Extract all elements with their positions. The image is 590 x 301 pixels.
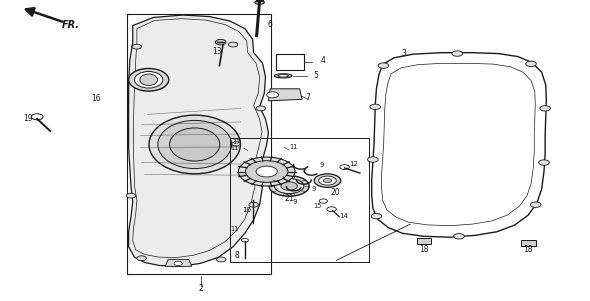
Ellipse shape <box>149 115 241 174</box>
Circle shape <box>540 106 550 111</box>
Text: 18: 18 <box>419 245 428 254</box>
Text: 5: 5 <box>313 71 318 80</box>
Bar <box>276 54 304 70</box>
Circle shape <box>174 261 182 265</box>
Circle shape <box>228 42 238 47</box>
Text: 2: 2 <box>198 284 203 293</box>
Ellipse shape <box>278 75 289 77</box>
Circle shape <box>267 92 278 98</box>
Text: 20: 20 <box>330 188 340 197</box>
Text: 14: 14 <box>339 213 348 219</box>
Circle shape <box>31 114 43 120</box>
Text: 6: 6 <box>268 20 273 29</box>
Ellipse shape <box>170 128 220 161</box>
Ellipse shape <box>255 1 264 4</box>
Text: 9: 9 <box>320 162 325 168</box>
Ellipse shape <box>314 174 341 187</box>
Text: 10: 10 <box>242 207 251 213</box>
Circle shape <box>137 256 146 261</box>
Text: 17: 17 <box>232 139 240 145</box>
Ellipse shape <box>323 178 332 183</box>
Text: 11: 11 <box>231 145 239 151</box>
Text: 8: 8 <box>235 251 240 260</box>
Text: 11: 11 <box>289 144 297 150</box>
Ellipse shape <box>158 120 231 169</box>
Circle shape <box>327 207 336 212</box>
Bar <box>417 238 431 244</box>
Polygon shape <box>129 15 268 266</box>
Bar <box>127 14 271 274</box>
Text: 21: 21 <box>284 194 294 203</box>
Circle shape <box>368 157 378 162</box>
Text: 4: 4 <box>321 56 326 65</box>
Text: 19: 19 <box>24 114 33 123</box>
Circle shape <box>217 257 226 262</box>
Circle shape <box>526 61 536 67</box>
Circle shape <box>452 51 463 56</box>
Polygon shape <box>268 89 302 101</box>
Circle shape <box>132 44 142 49</box>
Text: 15: 15 <box>313 203 322 209</box>
Text: 9: 9 <box>312 186 316 192</box>
Text: 18: 18 <box>523 245 533 254</box>
Circle shape <box>238 157 295 186</box>
Polygon shape <box>372 53 546 237</box>
Circle shape <box>256 166 277 177</box>
Circle shape <box>232 142 240 146</box>
Circle shape <box>454 234 464 239</box>
Ellipse shape <box>281 182 297 190</box>
Ellipse shape <box>140 74 158 85</box>
Circle shape <box>530 202 541 207</box>
Polygon shape <box>165 259 192 266</box>
Ellipse shape <box>269 176 309 196</box>
Circle shape <box>378 63 389 68</box>
Text: 12: 12 <box>349 161 359 167</box>
Circle shape <box>241 238 248 242</box>
Circle shape <box>256 106 266 111</box>
Text: FR.: FR. <box>62 20 80 30</box>
Ellipse shape <box>129 68 169 91</box>
Circle shape <box>370 104 381 110</box>
Circle shape <box>340 165 349 169</box>
Text: 7: 7 <box>306 93 310 102</box>
Text: 13: 13 <box>212 47 222 56</box>
Circle shape <box>245 161 288 182</box>
Text: 16: 16 <box>91 94 101 103</box>
Circle shape <box>371 213 382 219</box>
Ellipse shape <box>135 71 163 88</box>
Circle shape <box>319 199 327 203</box>
Text: 11: 11 <box>231 226 239 232</box>
Circle shape <box>126 193 136 198</box>
Circle shape <box>249 202 258 207</box>
Circle shape <box>539 160 549 165</box>
Bar <box>521 240 536 246</box>
Text: 9: 9 <box>293 199 297 205</box>
Ellipse shape <box>274 178 304 194</box>
Circle shape <box>215 39 226 45</box>
Ellipse shape <box>274 74 292 78</box>
Text: 3: 3 <box>402 49 407 58</box>
Bar <box>230 138 369 262</box>
Ellipse shape <box>319 176 336 185</box>
